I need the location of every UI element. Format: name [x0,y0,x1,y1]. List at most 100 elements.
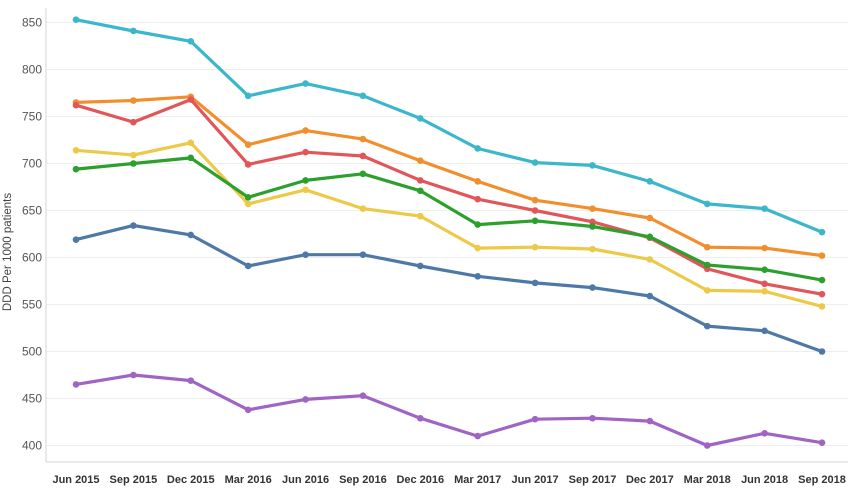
data-point [302,148,309,156]
x-tick-label: Sep 2016 [339,474,387,486]
data-point [244,92,252,100]
data-point [244,200,252,208]
data-point [589,245,596,253]
data-point [187,38,195,45]
data-point [531,196,539,204]
series-group [72,16,826,449]
data-point [531,217,539,225]
data-point [761,288,768,295]
y-axis-title: DDD Per 1000 patients [2,193,14,312]
data-point [72,101,80,109]
series-6 [72,222,826,355]
data-point [130,151,137,159]
data-point [646,256,654,263]
data-point [302,251,309,258]
x-tick-label: Mar 2016 [225,474,272,486]
data-point [302,396,309,403]
data-point [130,160,137,167]
data-point [359,135,367,143]
data-point [531,159,539,166]
data-point [761,244,768,252]
x-tick-label: Sep 2015 [110,474,158,486]
y-tick-label: 550 [22,298,42,312]
data-point [589,162,596,169]
data-point [244,141,252,148]
data-point [359,170,367,178]
x-tick-label: Jun 2016 [282,474,329,486]
series-2 [72,93,826,259]
data-point [72,381,80,388]
series-4 [72,139,826,310]
data-point [761,205,768,212]
data-point [589,205,596,212]
axes: 400 450 500 550 600 650 700 750 800 850 Jun 2015 Se… [22,8,848,486]
data-point [130,371,137,379]
data-point [417,262,424,270]
data-point [302,127,309,134]
data-point [818,276,826,284]
data-point [761,327,768,335]
y-tick-label: 600 [22,251,42,265]
data-point [359,205,367,212]
data-point [761,280,768,288]
series-line [74,18,824,234]
data-point [818,348,826,355]
data-point [474,195,481,203]
data-point [302,186,309,194]
series-line [74,373,824,448]
series-line [74,97,824,296]
series-7 [72,371,826,449]
series-3 [72,96,826,298]
data-point [359,152,367,160]
data-point [130,27,137,35]
data-point [474,145,481,152]
data-point [703,287,711,294]
series-line [74,156,824,282]
data-point [703,261,711,269]
data-point [302,80,309,87]
data-point [130,97,137,104]
y-tick-label: 400 [22,439,42,453]
data-point [818,303,826,310]
y-tick-label: 500 [22,345,42,359]
y-tick-label: 850 [22,16,42,30]
y-tick-label: 650 [22,204,42,218]
x-tick-label: Dec 2015 [167,474,215,486]
data-point [130,118,137,126]
data-point [72,165,80,173]
data-point [589,223,596,230]
data-point [244,161,252,168]
data-point [302,177,309,184]
data-point [703,243,711,251]
series-line [74,223,824,354]
series-line [74,141,824,308]
data-point [72,236,80,243]
data-point [187,231,195,239]
y-tick-label: 700 [22,157,42,171]
data-point [589,284,596,291]
data-point [818,290,826,298]
data-point [646,178,654,185]
data-point [417,414,424,422]
x-tick-label: Jun 2017 [512,474,559,486]
x-tick-label: Mar 2018 [684,474,731,486]
data-point [417,177,424,184]
series-line [74,95,824,258]
data-point [474,244,481,252]
data-point [359,92,367,100]
data-point [646,214,654,222]
data-point [244,262,252,270]
data-point [417,187,424,195]
data-point [359,392,367,399]
data-point [474,273,481,280]
data-point [187,139,195,147]
data-point [818,228,826,236]
series-1 [72,16,826,236]
x-tick-label: Mar 2017 [454,474,501,486]
x-tick-label: Jun 2018 [741,474,788,486]
gridlines [46,22,848,446]
data-point [531,279,539,287]
data-point [589,414,596,422]
data-point [417,115,424,122]
